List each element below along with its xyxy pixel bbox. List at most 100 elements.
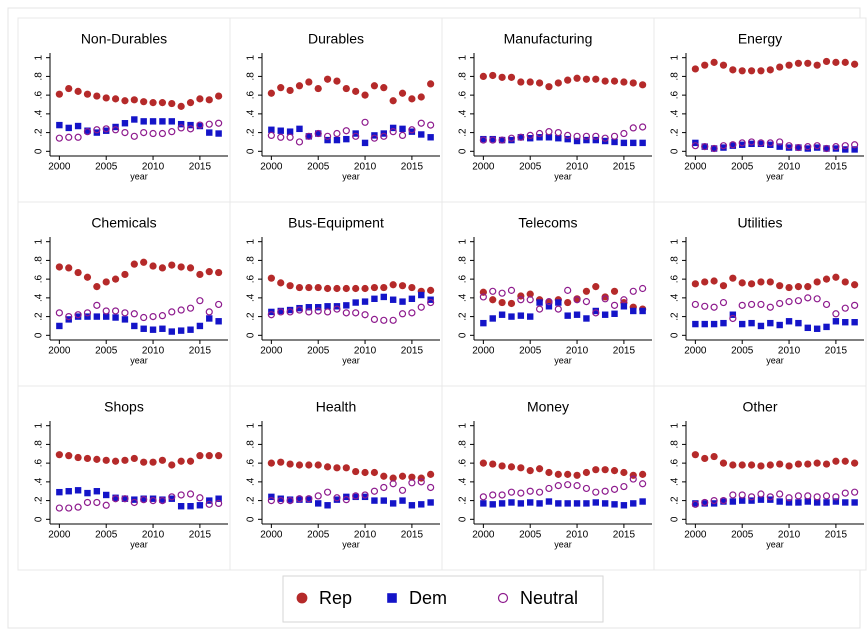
point xyxy=(159,496,166,503)
point xyxy=(804,324,811,332)
y-tick-label: 0 xyxy=(458,148,469,154)
point xyxy=(729,274,737,282)
point xyxy=(479,493,487,501)
point xyxy=(620,296,628,304)
point xyxy=(323,132,332,140)
point xyxy=(692,500,699,507)
point xyxy=(804,143,812,151)
point xyxy=(55,263,63,271)
point xyxy=(324,502,331,509)
point xyxy=(804,145,811,152)
point xyxy=(832,318,840,325)
point xyxy=(776,63,784,71)
point xyxy=(111,457,120,465)
point xyxy=(832,498,840,505)
point xyxy=(215,92,223,100)
point xyxy=(747,461,756,469)
point xyxy=(149,312,157,321)
point xyxy=(314,461,322,469)
panel-title: Other xyxy=(742,399,777,415)
y-tick-label: 0 xyxy=(34,516,45,522)
y-tick-label: .6 xyxy=(458,275,469,284)
panel xyxy=(229,385,443,571)
point xyxy=(554,128,562,137)
point xyxy=(535,488,544,496)
point xyxy=(389,500,397,507)
point xyxy=(582,287,591,295)
point xyxy=(408,473,416,481)
point xyxy=(158,496,167,505)
point xyxy=(517,500,525,507)
point xyxy=(196,494,204,502)
point xyxy=(314,492,322,500)
x-tick-label: 2000 xyxy=(472,530,495,541)
point xyxy=(701,302,709,310)
point xyxy=(489,315,496,322)
point xyxy=(102,278,110,286)
point xyxy=(757,496,765,503)
point xyxy=(691,280,699,288)
point xyxy=(517,489,525,497)
point xyxy=(691,451,699,459)
point xyxy=(158,99,167,107)
y-tick-label: .4 xyxy=(670,477,681,486)
point xyxy=(286,496,294,505)
point xyxy=(757,300,765,309)
x-tick-label: 2000 xyxy=(260,346,283,357)
point xyxy=(851,459,859,467)
point xyxy=(168,118,175,125)
point xyxy=(526,290,534,298)
point xyxy=(286,282,294,290)
point xyxy=(74,487,82,494)
point xyxy=(813,499,821,506)
point xyxy=(380,293,387,301)
point xyxy=(795,319,802,327)
point xyxy=(186,264,195,272)
y-tick-label: 1 xyxy=(458,54,469,60)
point xyxy=(620,482,628,491)
x-tick-label: 2015 xyxy=(189,162,212,173)
y-tick-label: .4 xyxy=(458,477,469,486)
x-tick-label: 2010 xyxy=(142,530,165,541)
point xyxy=(130,498,138,507)
point xyxy=(785,494,793,502)
panel xyxy=(653,385,867,571)
point xyxy=(130,260,138,268)
point xyxy=(757,139,765,147)
point xyxy=(757,67,765,75)
point xyxy=(314,84,322,93)
point xyxy=(333,494,341,502)
point xyxy=(398,131,407,139)
point xyxy=(168,461,176,469)
point xyxy=(610,287,619,295)
point xyxy=(93,126,101,134)
panel xyxy=(17,17,231,203)
point xyxy=(748,497,755,504)
point xyxy=(822,144,831,153)
point xyxy=(187,121,194,129)
x-tick-label: 2015 xyxy=(613,530,636,541)
point xyxy=(573,471,581,479)
point xyxy=(83,309,92,317)
point xyxy=(315,304,322,311)
point xyxy=(159,325,166,332)
panel xyxy=(653,17,867,203)
point xyxy=(186,490,195,498)
point xyxy=(286,460,294,468)
point xyxy=(205,268,213,276)
y-tick-label: .4 xyxy=(34,293,45,302)
x-tick-label: 2010 xyxy=(778,530,801,541)
y-tick-label: 1 xyxy=(34,422,45,428)
point xyxy=(121,495,129,502)
point xyxy=(785,318,793,325)
point xyxy=(206,315,213,322)
panel xyxy=(653,201,867,387)
point xyxy=(277,496,285,505)
point xyxy=(804,492,812,500)
point xyxy=(131,116,138,123)
y-tick-label: .6 xyxy=(34,91,45,100)
point xyxy=(691,300,699,309)
point xyxy=(620,139,628,147)
y-tick-label: .2 xyxy=(34,128,45,137)
point xyxy=(719,61,728,69)
